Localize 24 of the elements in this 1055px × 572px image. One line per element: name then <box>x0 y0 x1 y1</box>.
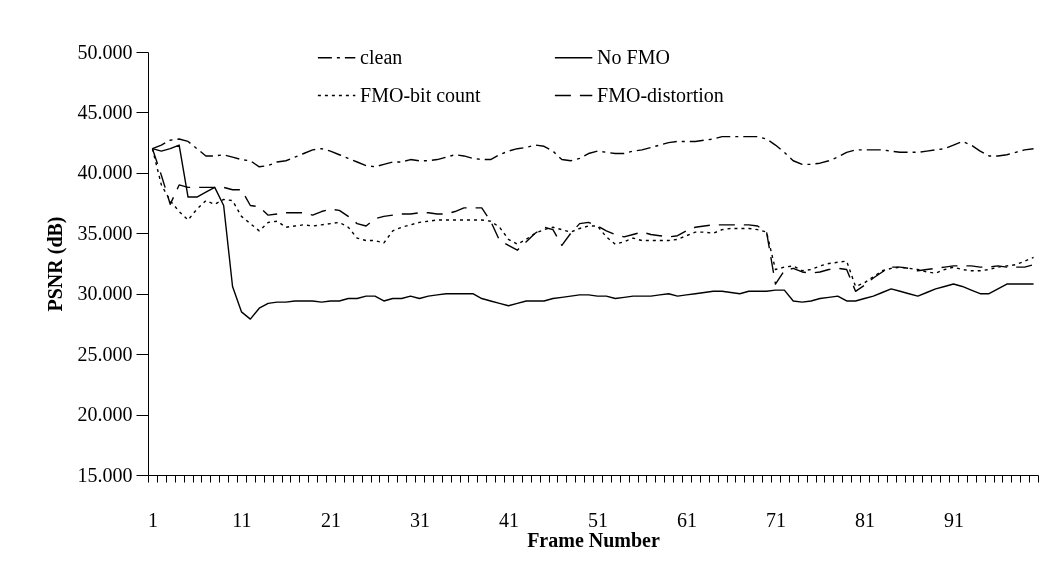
x-tick-label: 31 <box>409 508 430 531</box>
x-axis-title: Frame Number <box>527 528 660 551</box>
y-tick-label: 45.000 <box>77 100 133 123</box>
legend-label: FMO-bit count <box>360 83 482 106</box>
legend-label: FMO-distortion <box>597 83 724 106</box>
y-tick-label: 40.000 <box>77 161 133 184</box>
x-tick-label: 51 <box>587 508 608 531</box>
x-tick-label: 21 <box>320 508 341 531</box>
legend-label: clean <box>360 45 403 68</box>
y-tick-label: 25.000 <box>77 342 133 365</box>
y-tick-label: 35.000 <box>77 221 133 244</box>
y-tick-label: 15.000 <box>77 463 133 486</box>
x-tick-label: 41 <box>498 508 519 531</box>
x-tick-label: 71 <box>765 508 786 531</box>
x-tick-label: 91 <box>943 508 964 531</box>
y-tick-label: 30.000 <box>77 282 133 305</box>
x-tick-label: 1 <box>147 508 158 531</box>
y-axis-title: PSNR (dB) <box>43 216 67 312</box>
legend-label: No FMO <box>597 45 670 68</box>
x-tick-label: 81 <box>854 508 875 531</box>
x-tick-label: 11 <box>232 508 252 531</box>
y-tick-label: 20.000 <box>77 403 133 426</box>
y-tick-label: 50.000 <box>77 40 133 63</box>
x-tick-label: 61 <box>676 508 697 531</box>
